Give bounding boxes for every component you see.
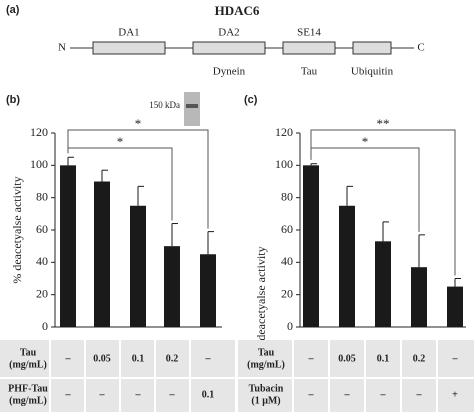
- table-bg: [0, 340, 235, 412]
- bar: [200, 254, 216, 327]
- domain-label: SE14: [297, 27, 321, 39]
- table-cell: –: [416, 389, 423, 400]
- row-label: Tau: [20, 347, 37, 358]
- panel-label: (c): [244, 94, 258, 106]
- y-tick-label: 80: [36, 189, 48, 203]
- domain-label: DA2: [218, 27, 239, 39]
- protein-title: HDAC6: [215, 3, 260, 18]
- y-axis-label: % deacetyalse activity: [254, 246, 268, 353]
- panel-label: (b): [6, 94, 20, 106]
- bar: [130, 205, 146, 327]
- row-label: (1 μM): [251, 395, 280, 406]
- significance-label: *: [135, 116, 142, 131]
- row-label: Tau: [258, 347, 275, 358]
- table-cell: 0.1: [132, 353, 145, 364]
- domain-box: [192, 41, 266, 55]
- table-cell: –: [169, 389, 176, 400]
- row-label: (mg/mL): [247, 359, 285, 370]
- table-cell: –: [308, 389, 315, 400]
- table-cell: –: [344, 389, 351, 400]
- table-cell: 0.2: [166, 353, 179, 364]
- table-cell: 0.05: [338, 353, 356, 364]
- significance-label: *: [362, 134, 369, 149]
- y-tick-label: 100: [275, 157, 293, 171]
- y-tick-label: 100: [30, 157, 48, 171]
- table-cell: –: [65, 389, 72, 400]
- significance-bracket: [310, 147, 420, 232]
- table-cell: 0.05: [93, 353, 111, 364]
- domain-box: [92, 41, 166, 55]
- bar: [411, 267, 427, 327]
- panel-label: (a): [6, 4, 20, 16]
- c-terminus: C: [417, 42, 424, 54]
- table-cell: 0.1: [377, 353, 390, 364]
- binding-label: Dynein: [213, 66, 246, 78]
- bar: [375, 241, 391, 327]
- row-label: (mg/mL): [9, 395, 47, 406]
- binding-label: Ubiquitin: [351, 66, 394, 78]
- significance-bracket: [67, 147, 173, 221]
- bar: [94, 181, 110, 327]
- significance-bracket: [310, 129, 456, 276]
- y-axis-label: % deacetyalse activity: [10, 176, 24, 283]
- table-bg: [238, 340, 474, 412]
- domain-box: [352, 41, 392, 55]
- significance-bracket: [67, 129, 209, 229]
- table-cell: –: [65, 353, 72, 364]
- y-tick-label: 120: [30, 125, 48, 139]
- bar: [447, 286, 463, 327]
- row-label: (mg/mL): [9, 359, 47, 370]
- n-terminus: N: [58, 42, 66, 54]
- y-tick-label: 120: [275, 125, 293, 139]
- significance-label: **: [377, 116, 390, 131]
- table-cell: +: [452, 389, 458, 400]
- y-tick-label: 40: [36, 254, 48, 268]
- bar: [60, 165, 76, 327]
- table-cell: 0.1: [202, 389, 215, 400]
- y-tick-label: 20: [281, 286, 293, 300]
- panel-a: (a) HDAC6 N C DA1 DA2 SE14 Dynein Tau Ub…: [6, 3, 425, 78]
- row-label: PHF-Tau: [8, 383, 48, 394]
- binding-label: Tau: [301, 66, 318, 78]
- y-tick-label: 20: [36, 286, 48, 300]
- bar: [339, 205, 355, 327]
- y-tick-label: 80: [281, 189, 293, 203]
- domain-label: DA1: [118, 27, 139, 39]
- bar: [303, 165, 319, 327]
- bar: [164, 246, 180, 327]
- table-cell: –: [135, 389, 142, 400]
- table-cell: –: [99, 389, 106, 400]
- row-label: Tubacin: [249, 383, 284, 394]
- table-cell: –: [380, 389, 387, 400]
- table-cell: –: [452, 353, 459, 364]
- significance-label: *: [117, 134, 124, 149]
- inset-label: 150 kDa: [149, 100, 180, 110]
- y-tick-label: 60: [281, 222, 293, 236]
- table-cell: –: [308, 353, 315, 364]
- table-cell: 0.2: [413, 353, 426, 364]
- y-tick-label: 0: [287, 319, 293, 333]
- blot-band: [186, 104, 198, 108]
- domain-box: [282, 41, 336, 55]
- y-tick-label: 0: [42, 319, 48, 333]
- y-tick-label: 40: [281, 254, 293, 268]
- blot-inset: [184, 92, 200, 126]
- y-tick-label: 60: [36, 222, 48, 236]
- table-cell: –: [205, 353, 212, 364]
